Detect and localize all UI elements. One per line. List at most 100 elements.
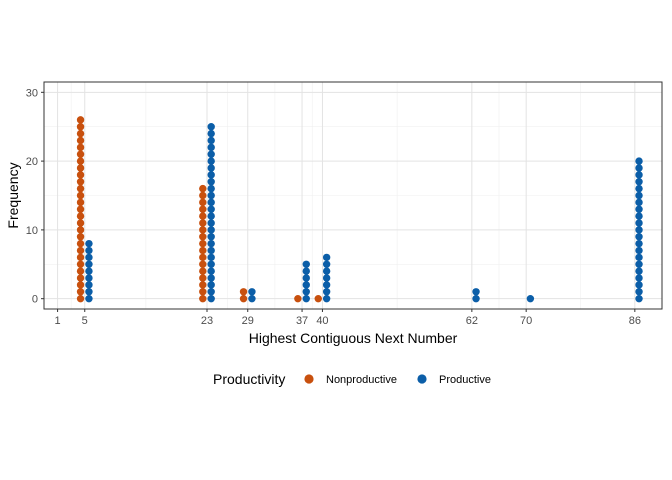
- data-point: [207, 212, 215, 220]
- data-point: [85, 288, 93, 296]
- data-point: [199, 212, 207, 220]
- data-point: [302, 288, 310, 296]
- data-point: [635, 288, 643, 296]
- data-point: [76, 171, 85, 179]
- data-point: [85, 239, 93, 248]
- data-point: [248, 294, 256, 303]
- data-point: [85, 294, 93, 303]
- data-point: [635, 267, 643, 275]
- data-point: [207, 274, 215, 282]
- data-point: [302, 267, 310, 275]
- data-point: [635, 184, 643, 193]
- data-point: [199, 281, 207, 289]
- data-point: [635, 198, 643, 207]
- x-axis: 1 5 23 29 37 40 62 70 86: [55, 309, 641, 327]
- data-point: [85, 246, 93, 255]
- x-tick-label: 5: [82, 315, 88, 327]
- y-tick-label: 10: [26, 225, 38, 237]
- x-tick-label: 62: [466, 315, 478, 327]
- data-point: [76, 129, 85, 138]
- data-point: [76, 239, 85, 248]
- data-point: [207, 191, 215, 200]
- data-point: [199, 294, 207, 303]
- data-point: [314, 294, 322, 303]
- data-point: [322, 294, 331, 303]
- x-tick-label: 70: [520, 315, 532, 327]
- data-point: [76, 116, 85, 124]
- data-point: [76, 288, 85, 296]
- data-point: [199, 260, 207, 268]
- data-point: [322, 260, 331, 268]
- data-point: [207, 226, 215, 234]
- data-point: [207, 288, 215, 296]
- data-point: [76, 260, 85, 268]
- data-point: [635, 178, 643, 186]
- data-point: [76, 205, 85, 213]
- data-point: [635, 239, 643, 248]
- data-point: [207, 184, 215, 193]
- series-productive: [85, 123, 643, 303]
- data-point: [199, 288, 207, 296]
- data-point: [85, 274, 93, 282]
- data-point: [207, 246, 215, 255]
- data-point: [635, 164, 643, 172]
- data-point: [635, 226, 643, 234]
- data-point: [85, 267, 93, 275]
- data-point: [199, 246, 207, 255]
- data-point: [207, 123, 215, 131]
- data-point: [207, 157, 215, 165]
- data-point: [76, 150, 85, 158]
- data-point: [635, 274, 643, 282]
- data-point: [239, 288, 248, 296]
- legend-key: [304, 374, 314, 384]
- panel-border: [43, 81, 663, 310]
- y-axis-title: Frequency: [5, 162, 21, 228]
- data-point: [199, 191, 207, 200]
- legend-label: Nonproductive: [326, 374, 397, 386]
- data-point: [199, 219, 207, 227]
- data-point: [207, 260, 215, 268]
- legend-item-productive: Productive: [417, 374, 491, 386]
- data-point: [76, 198, 85, 207]
- data-point: [635, 294, 643, 303]
- data-point: [207, 150, 215, 158]
- data-point: [76, 136, 85, 145]
- legend-item-nonproductive: Nonproductive: [304, 374, 397, 386]
- data-point: [85, 253, 93, 262]
- data-point: [76, 191, 85, 200]
- data-point: [76, 246, 85, 255]
- data-point: [322, 267, 331, 275]
- data-point: [76, 281, 85, 289]
- data-point: [207, 233, 215, 241]
- data-point: [199, 274, 207, 282]
- legend-key: [417, 374, 427, 384]
- data-point: [322, 288, 331, 296]
- data-point: [199, 184, 207, 193]
- data-point: [472, 288, 480, 296]
- data-point: [199, 267, 207, 275]
- data-point: [76, 294, 85, 303]
- data-point: [248, 288, 256, 296]
- data-point: [526, 294, 535, 303]
- data-point: [207, 294, 215, 303]
- x-tick-label: 86: [629, 315, 641, 327]
- data-point: [207, 253, 215, 262]
- x-tick-label: 1: [55, 315, 61, 327]
- y-tick-label: 0: [32, 294, 38, 306]
- data-point: [199, 198, 207, 207]
- data-point: [76, 226, 85, 234]
- data-point: [76, 274, 85, 282]
- data-point: [76, 267, 85, 275]
- data-point: [207, 178, 215, 186]
- data-point: [322, 274, 331, 282]
- y-tick-label: 30: [26, 87, 38, 99]
- data-point: [76, 253, 85, 262]
- data-point: [76, 143, 85, 152]
- data-point: [239, 294, 248, 303]
- data-point: [302, 274, 310, 282]
- x-axis-title: Highest Contiguous Next Number: [249, 330, 458, 346]
- data-point: [76, 233, 85, 241]
- data-point: [635, 219, 643, 227]
- legend: Productivity Nonproductive Productive: [213, 371, 491, 387]
- data-point: [635, 157, 643, 165]
